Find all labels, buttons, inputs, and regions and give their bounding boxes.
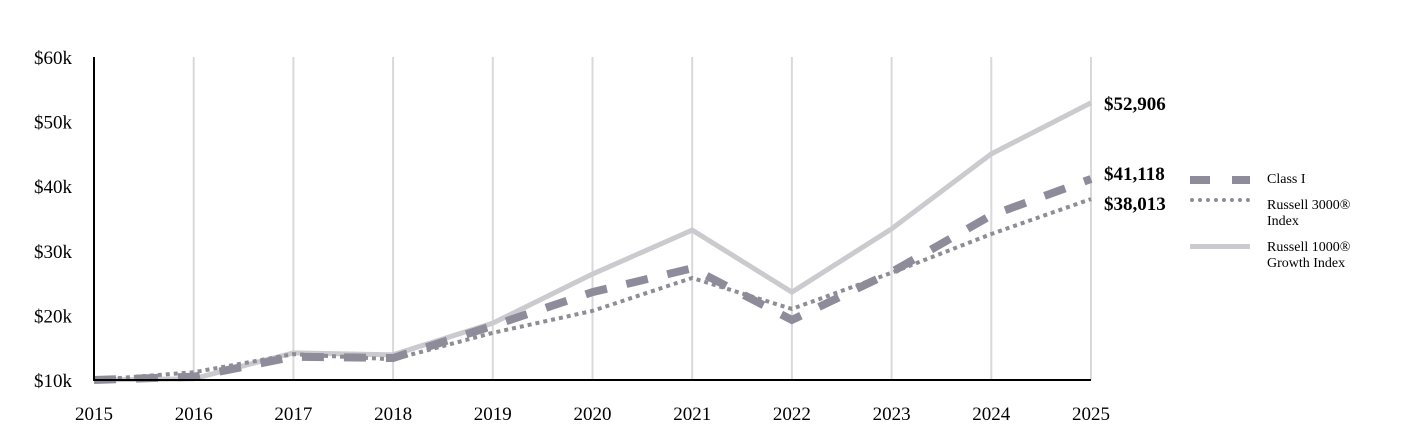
legend-item-russell-1000-growth: Russell 1000® Growth Index xyxy=(1190,240,1387,272)
legend-label: Russell 3000® Index xyxy=(1267,198,1351,229)
legend-swatch-dashed xyxy=(1190,172,1250,188)
x-tick-label: 2022 xyxy=(773,404,811,425)
y-tick-label: $40k xyxy=(34,177,73,198)
x-tick-label: 2025 xyxy=(1072,404,1110,425)
end-value-label: $52,906 xyxy=(1104,94,1166,115)
legend: Class I Russell 3000® Index Russell 1000®… xyxy=(1190,172,1387,282)
end-value-label: $41,118 xyxy=(1104,164,1165,185)
legend-swatch-dotted xyxy=(1190,198,1250,214)
x-tick-label: 2023 xyxy=(873,404,911,425)
x-tick-label: 2018 xyxy=(374,404,412,425)
x-tick-label: 2021 xyxy=(673,404,711,425)
x-tick-label: 2019 xyxy=(474,404,512,425)
legend-label: Russell 1000® Growth Index xyxy=(1267,240,1351,271)
x-tick-label: 2017 xyxy=(274,404,312,425)
series-line xyxy=(93,175,1093,384)
y-tick-label: $20k xyxy=(34,306,73,327)
series-line xyxy=(93,100,1093,383)
legend-label: Class I xyxy=(1267,172,1306,187)
legend-swatch-solid xyxy=(1190,240,1250,256)
end-value-label: $38,013 xyxy=(1104,194,1166,215)
y-tick-label: $10k xyxy=(34,371,73,392)
y-tick-label: $60k xyxy=(34,48,73,69)
legend-item-russell-3000: Russell 3000® Index xyxy=(1190,198,1387,230)
x-tick-label: 2015 xyxy=(75,404,113,425)
legend-item-class-i: Class I xyxy=(1190,172,1387,188)
y-tick-label: $50k xyxy=(34,113,73,134)
y-tick-label: $30k xyxy=(34,242,73,263)
series-line xyxy=(93,197,1092,382)
x-tick-label: 2020 xyxy=(574,404,612,425)
x-tick-label: 2016 xyxy=(175,404,213,425)
x-tick-label: 2024 xyxy=(972,404,1011,425)
